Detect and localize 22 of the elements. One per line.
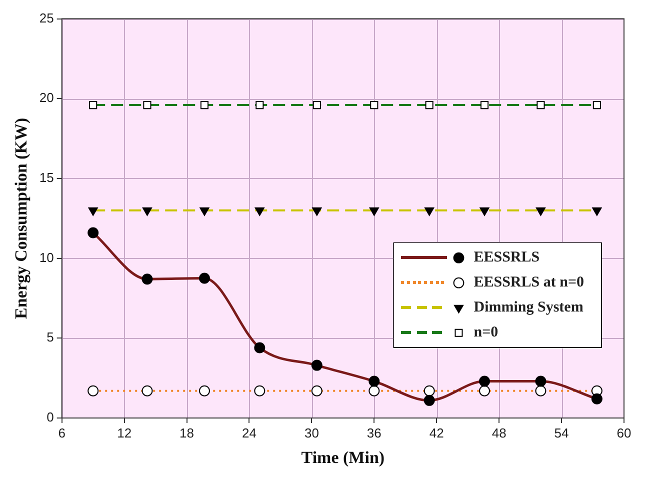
x-tick-label: 18 — [180, 425, 194, 440]
y-axis-title: Energy Consumption (KW) — [12, 118, 31, 319]
legend-label: EESSRLS at n=0 — [474, 274, 584, 291]
y-tick-label: 5 — [46, 330, 54, 345]
x-tick-label: 24 — [242, 425, 256, 440]
x-tick-label: 30 — [304, 425, 319, 440]
x-axis-title: Time (Min) — [301, 448, 385, 468]
y-tick-label: 10 — [39, 250, 54, 265]
x-tick-label: 42 — [429, 425, 444, 440]
x-tick-label: 60 — [616, 425, 632, 440]
y-tick-label: 0 — [46, 410, 54, 425]
legend-label: EESSRLS — [474, 250, 540, 266]
legend-label: n=0 — [474, 324, 498, 341]
x-tick-label: 54 — [554, 425, 569, 440]
x-tick-label: 12 — [117, 425, 132, 440]
legend-label: Dimming System — [474, 300, 584, 316]
y-tick-label: 15 — [39, 170, 54, 186]
x-tick-label: 36 — [366, 425, 382, 440]
x-tick-label: 6 — [58, 425, 66, 440]
y-tick-label: 25 — [39, 10, 54, 26]
x-tick-label: 48 — [492, 425, 506, 440]
y-tick-label: 20 — [39, 90, 54, 106]
